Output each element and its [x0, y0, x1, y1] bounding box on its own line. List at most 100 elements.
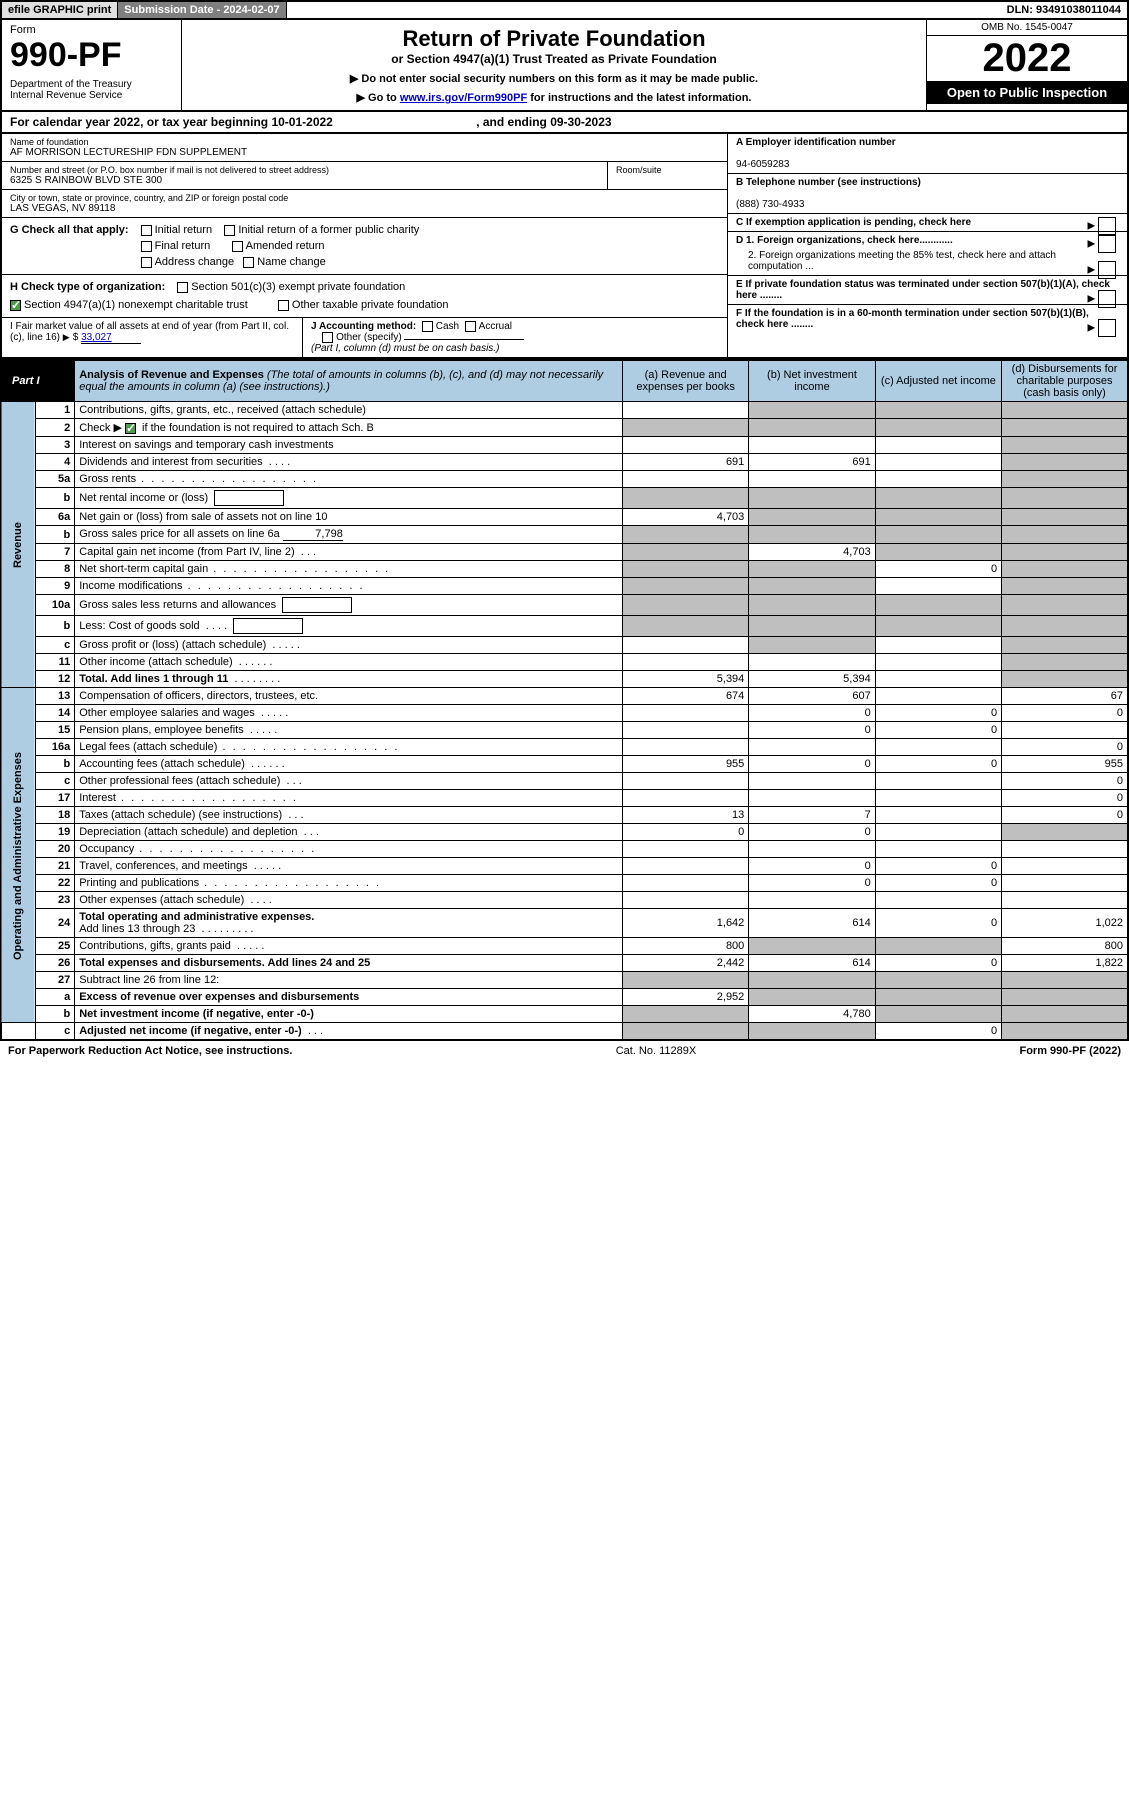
row-27c: Adjusted net income (if negative, enter …	[75, 1023, 623, 1041]
cb-other-taxable[interactable]	[278, 300, 289, 311]
dept-label: Department of the Treasury	[10, 79, 173, 90]
omb-number: OMB No. 1545-0047	[927, 20, 1127, 36]
row-5a: Gross rents	[75, 471, 623, 488]
form-rev: Form 990-PF (2022)	[1019, 1045, 1121, 1057]
form-title: Return of Private Foundation	[194, 26, 914, 52]
part1-table: Part I Analysis of Revenue and Expenses …	[0, 359, 1129, 1041]
form-header: Form 990-PF Department of the Treasury I…	[0, 20, 1129, 112]
cb-initial-former[interactable]	[224, 225, 235, 236]
entity-info: Name of foundation AF MORRISON LECTURESH…	[0, 134, 1129, 359]
efile-print-button[interactable]: efile GRAPHIC print	[2, 2, 118, 18]
pra-notice: For Paperwork Reduction Act Notice, see …	[8, 1045, 292, 1057]
row-21: Travel, conferences, and meetings . . . …	[75, 858, 623, 875]
foundation-name: AF MORRISON LECTURESHIP FDN SUPPLEMENT	[10, 147, 719, 158]
cb-terminated[interactable]	[1098, 290, 1116, 308]
form-number: 990-PF	[10, 36, 173, 75]
row-16b: Accounting fees (attach schedule) . . . …	[75, 756, 623, 773]
cb-foreign-org[interactable]	[1098, 235, 1116, 253]
page-footer: For Paperwork Reduction Act Notice, see …	[0, 1041, 1129, 1061]
phone-value: (888) 730-4933	[736, 199, 804, 210]
cb-exemption-pending[interactable]	[1098, 217, 1116, 235]
row-27: Subtract line 26 from line 12:	[75, 972, 623, 989]
row-23: Other expenses (attach schedule) . . . .	[75, 892, 623, 909]
row-20: Occupancy	[75, 841, 623, 858]
submission-date: Submission Date - 2024-02-07	[118, 2, 286, 18]
row-11: Other income (attach schedule) . . . . .…	[75, 654, 623, 671]
room-label: Room/suite	[616, 165, 719, 175]
form990pf-link[interactable]: www.irs.gov/Form990PF	[400, 92, 527, 104]
row-27b: Net investment income (if negative, ente…	[75, 1006, 623, 1023]
h-label: H Check type of organization:	[10, 281, 165, 293]
cb-final-return[interactable]	[141, 241, 152, 252]
tax-year: 2022	[927, 36, 1127, 81]
cb-addr-change[interactable]	[141, 257, 152, 268]
j-note: (Part I, column (d) must be on cash basi…	[311, 343, 499, 354]
cb-60month[interactable]	[1098, 319, 1116, 337]
cb-sch-b[interactable]	[125, 423, 136, 434]
row-17: Interest	[75, 790, 623, 807]
i-label: I Fair market value of all assets at end…	[10, 321, 289, 343]
row-13: Compensation of officers, directors, tru…	[75, 688, 623, 705]
cb-foreign-85[interactable]	[1098, 261, 1116, 279]
calendar-year-row: For calendar year 2022, or tax year begi…	[0, 112, 1129, 134]
row-26: Total expenses and disbursements. Add li…	[75, 955, 623, 972]
row-16c: Other professional fees (attach schedule…	[75, 773, 623, 790]
cb-name-change[interactable]	[243, 257, 254, 268]
cb-amended[interactable]	[232, 241, 243, 252]
row-4: Dividends and interest from securities .…	[75, 454, 623, 471]
cb-other-method[interactable]	[322, 332, 333, 343]
instr-2: ▶ Go to www.irs.gov/Form990PF for instru…	[194, 91, 914, 104]
row-24: Total operating and administrative expen…	[75, 909, 623, 938]
row-10c: Gross profit or (loss) (attach schedule)…	[75, 637, 623, 654]
street-address: 6325 S RAINBOW BLVD STE 300	[10, 175, 599, 186]
cb-initial-return[interactable]	[141, 225, 152, 236]
row-6b: Gross sales price for all assets on line…	[75, 526, 623, 544]
name-label: Name of foundation	[10, 137, 719, 147]
f-label: F If the foundation is in a 60-month ter…	[736, 308, 1089, 330]
cat-number: Cat. No. 11289X	[616, 1045, 697, 1057]
revenue-sidelabel: Revenue	[1, 402, 35, 688]
cb-501c3[interactable]	[177, 282, 188, 293]
col-b-header: (b) Net investment income	[749, 360, 875, 402]
row-19: Depreciation (attach schedule) and deple…	[75, 824, 623, 841]
irs-label: Internal Revenue Service	[10, 90, 173, 101]
row-18: Taxes (attach schedule) (see instruction…	[75, 807, 623, 824]
part1-label: Part I	[1, 360, 75, 402]
row-27a: Excess of revenue over expenses and disb…	[75, 989, 623, 1006]
row-12: Total. Add lines 1 through 11 . . . . . …	[75, 671, 623, 688]
row-14: Other employee salaries and wages . . . …	[75, 705, 623, 722]
row-16a: Legal fees (attach schedule)	[75, 739, 623, 756]
cb-4947[interactable]	[10, 300, 21, 311]
row-9: Income modifications	[75, 578, 623, 595]
city-label: City or town, state or province, country…	[10, 193, 719, 203]
form-word: Form	[10, 24, 173, 36]
col-a-header: (a) Revenue and expenses per books	[622, 360, 748, 402]
row-15: Pension plans, employee benefits . . . .…	[75, 722, 623, 739]
instr-1: ▶ Do not enter social security numbers o…	[194, 72, 914, 85]
row-2: Check ▶ if the foundation is not require…	[75, 419, 623, 437]
col-d-header: (d) Disbursements for charitable purpose…	[1002, 360, 1128, 402]
g-label: G Check all that apply:	[10, 224, 129, 236]
row-5b: Net rental income or (loss)	[75, 488, 623, 509]
top-bar: efile GRAPHIC print Submission Date - 20…	[0, 0, 1129, 20]
d2-label: 2. Foreign organizations meeting the 85%…	[748, 250, 1056, 272]
open-public-badge: Open to Public Inspection	[927, 81, 1127, 104]
col-c-header: (c) Adjusted net income	[875, 360, 1001, 402]
addr-label: Number and street (or P.O. box number if…	[10, 165, 599, 175]
row-1: Contributions, gifts, grants, etc., rece…	[75, 402, 623, 419]
cb-cash[interactable]	[422, 321, 433, 332]
cb-accrual[interactable]	[465, 321, 476, 332]
city-state-zip: LAS VEGAS, NV 89118	[10, 203, 719, 214]
phone-label: B Telephone number (see instructions)	[736, 177, 921, 188]
row-8: Net short-term capital gain	[75, 561, 623, 578]
row-10b: Less: Cost of goods sold . . . .	[75, 616, 623, 637]
row-6a: Net gain or (loss) from sale of assets n…	[75, 509, 623, 526]
part1-title: Analysis of Revenue and Expenses	[79, 369, 264, 381]
e-label: E If private foundation status was termi…	[736, 279, 1110, 301]
row-7: Capital gain net income (from Part IV, l…	[75, 544, 623, 561]
form-subtitle: or Section 4947(a)(1) Trust Treated as P…	[194, 52, 914, 66]
fmv-link[interactable]: 33,027	[81, 332, 141, 344]
dln-label: DLN: 93491038011044	[1001, 2, 1127, 18]
ein-value: 94-6059283	[736, 159, 789, 170]
row-22: Printing and publications	[75, 875, 623, 892]
